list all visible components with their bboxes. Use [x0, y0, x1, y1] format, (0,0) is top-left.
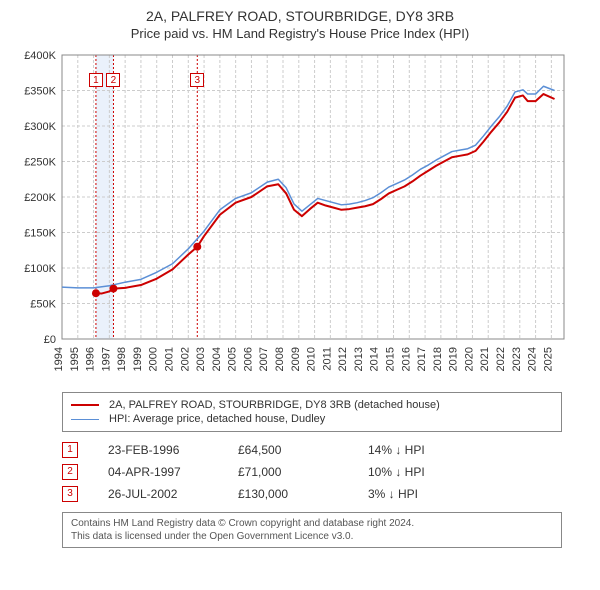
price-chart: £0 £50K £100K £150K £200K £250K £300K £350K £400…	[10, 47, 570, 377]
legend-swatch-hpi	[71, 419, 99, 420]
tx-price: £64,500	[238, 443, 368, 457]
svg-text:2024: 2024	[527, 347, 539, 371]
svg-text:1999: 1999	[132, 347, 144, 371]
svg-text:£100K: £100K	[24, 263, 56, 275]
tx-price: £130,000	[238, 487, 368, 501]
svg-text:2005: 2005	[227, 347, 239, 371]
svg-text:2021: 2021	[479, 347, 491, 371]
svg-text:2019: 2019	[448, 347, 460, 371]
svg-text:1998: 1998	[116, 347, 128, 371]
svg-text:2025: 2025	[542, 347, 554, 371]
table-row: 2 04-APR-1997 £71,000 10% ↓ HPI	[62, 464, 590, 480]
tx-date: 04-APR-1997	[108, 465, 238, 479]
page-container: 2A, PALFREY ROAD, STOURBRIDGE, DY8 3RB P…	[0, 0, 600, 558]
svg-text:2003: 2003	[195, 347, 207, 371]
svg-text:£350K: £350K	[24, 86, 56, 98]
tx-marker-2: 2	[62, 464, 78, 480]
svg-text:1997: 1997	[100, 347, 112, 371]
svg-text:2017: 2017	[416, 347, 428, 371]
svg-text:2013: 2013	[353, 347, 365, 371]
svg-text:2014: 2014	[369, 347, 381, 371]
svg-text:2002: 2002	[179, 347, 191, 371]
footnote: Contains HM Land Registry data © Crown c…	[62, 512, 562, 548]
svg-text:2016: 2016	[400, 347, 412, 371]
legend-row: 2A, PALFREY ROAD, STOURBRIDGE, DY8 3RB (…	[71, 399, 553, 411]
svg-text:2008: 2008	[274, 347, 286, 371]
svg-text:2011: 2011	[321, 347, 333, 371]
svg-text:2001: 2001	[164, 347, 176, 371]
title-address: 2A, PALFREY ROAD, STOURBRIDGE, DY8 3RB	[10, 8, 590, 24]
footnote-line2: This data is licensed under the Open Gov…	[71, 530, 553, 543]
svg-text:£200K: £200K	[24, 192, 56, 204]
svg-text:2018: 2018	[432, 347, 444, 371]
tx-date: 23-FEB-1996	[108, 443, 238, 457]
svg-text:£400K: £400K	[24, 50, 56, 62]
tx-date: 26-JUL-2002	[108, 487, 238, 501]
svg-text:£50K: £50K	[30, 299, 56, 311]
legend: 2A, PALFREY ROAD, STOURBRIDGE, DY8 3RB (…	[62, 392, 562, 432]
svg-text:2000: 2000	[148, 347, 160, 371]
legend-label-hpi: HPI: Average price, detached house, Dudl…	[109, 413, 325, 425]
svg-text:1996: 1996	[85, 347, 97, 371]
svg-text:1995: 1995	[69, 347, 81, 371]
legend-row: HPI: Average price, detached house, Dudl…	[71, 413, 553, 425]
svg-text:2022: 2022	[495, 347, 507, 371]
legend-label-property: 2A, PALFREY ROAD, STOURBRIDGE, DY8 3RB (…	[109, 399, 440, 411]
svg-text:2006: 2006	[242, 347, 254, 371]
tx-price: £71,000	[238, 465, 368, 479]
legend-swatch-property	[71, 404, 99, 406]
svg-text:£300K: £300K	[24, 121, 56, 133]
svg-text:2009: 2009	[290, 347, 302, 371]
tx-diff: 3% ↓ HPI	[368, 487, 498, 501]
tx-diff: 14% ↓ HPI	[368, 443, 498, 457]
chart-marker-1: 1	[89, 73, 103, 87]
svg-text:2020: 2020	[463, 347, 475, 371]
svg-text:2015: 2015	[385, 347, 397, 371]
svg-text:£150K: £150K	[24, 228, 56, 240]
table-row: 1 23-FEB-1996 £64,500 14% ↓ HPI	[62, 442, 590, 458]
tx-marker-3: 3	[62, 486, 78, 502]
svg-text:1994: 1994	[53, 347, 65, 371]
tx-marker-1: 1	[62, 442, 78, 458]
footnote-line1: Contains HM Land Registry data © Crown c…	[71, 517, 553, 530]
chart-marker-3: 3	[190, 73, 204, 87]
svg-text:2010: 2010	[306, 347, 318, 371]
svg-text:2007: 2007	[258, 347, 270, 371]
chart-wrap: £0 £50K £100K £150K £200K £250K £300K £350K £400…	[10, 47, 590, 382]
chart-marker-2: 2	[106, 73, 120, 87]
svg-text:£0: £0	[44, 334, 56, 346]
svg-text:2004: 2004	[211, 347, 223, 371]
tx-diff: 10% ↓ HPI	[368, 465, 498, 479]
titles: 2A, PALFREY ROAD, STOURBRIDGE, DY8 3RB P…	[10, 8, 590, 41]
transactions-table: 1 23-FEB-1996 £64,500 14% ↓ HPI 2 04-APR…	[62, 442, 590, 502]
svg-text:2023: 2023	[511, 347, 523, 371]
title-subtitle: Price paid vs. HM Land Registry's House …	[10, 26, 590, 41]
svg-text:£250K: £250K	[24, 157, 56, 169]
svg-text:2012: 2012	[337, 347, 349, 371]
table-row: 3 26-JUL-2002 £130,000 3% ↓ HPI	[62, 486, 590, 502]
